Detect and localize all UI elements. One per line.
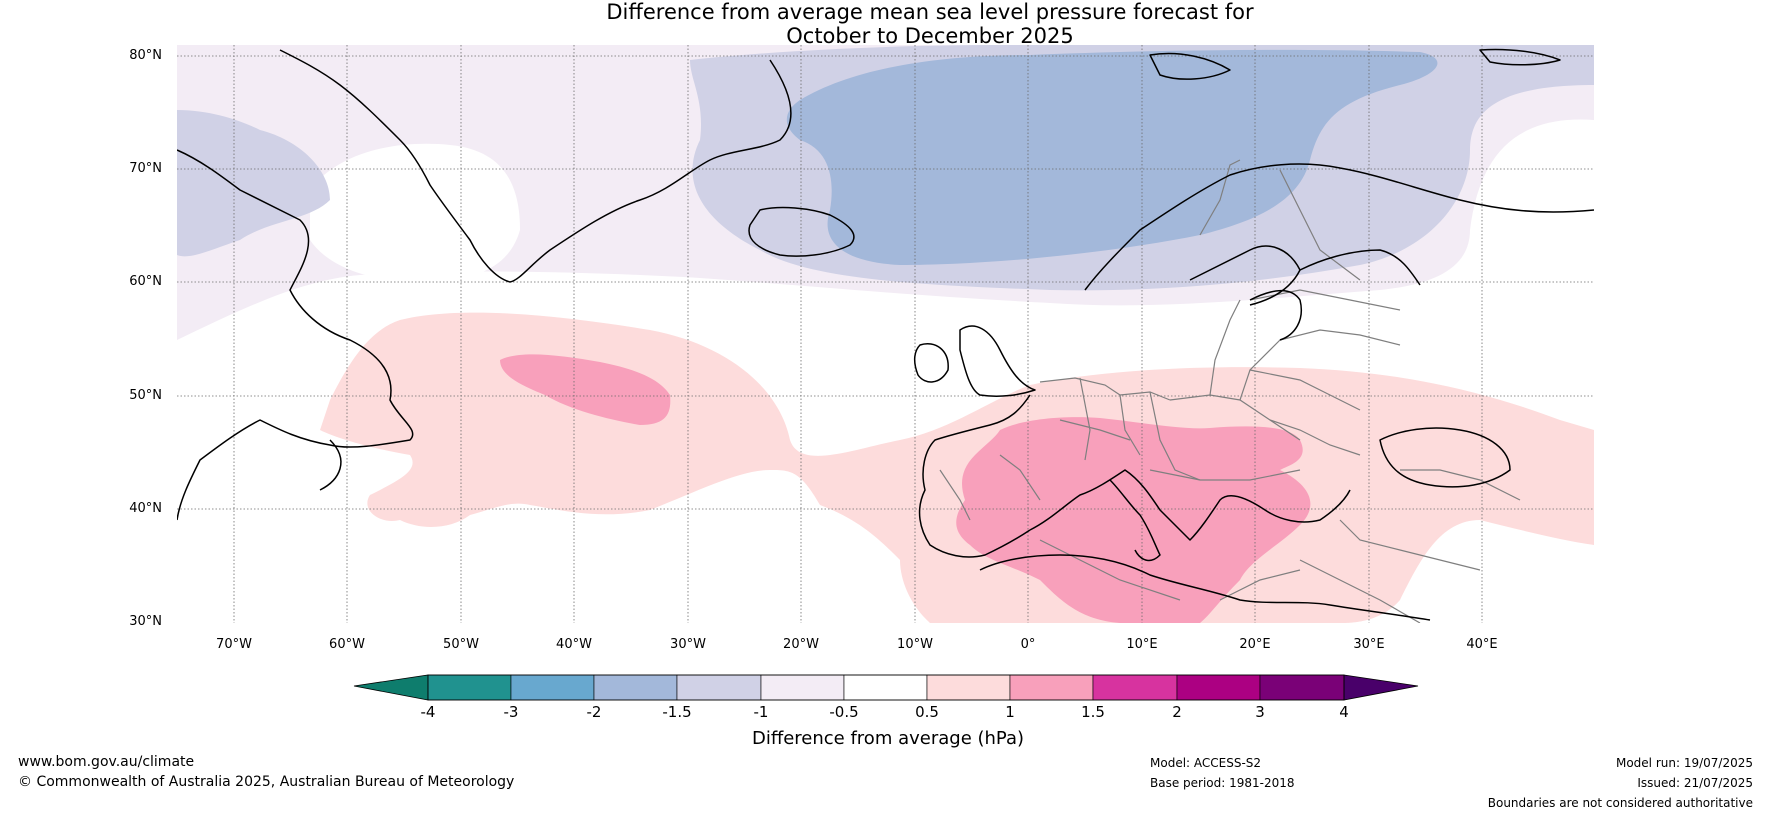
colorbar-tick: 0.5 xyxy=(915,703,939,721)
colorbar-tick: -3 xyxy=(503,703,519,721)
lon-label-10w: 10°W xyxy=(897,637,933,652)
lat-label-40n: 40°N xyxy=(129,501,162,516)
footer-copyright: © Commonwealth of Australia 2025, Austra… xyxy=(18,774,515,790)
colorbar-tick: 4 xyxy=(1339,703,1349,721)
anomaly-area-plus-1 xyxy=(500,354,671,425)
lat-label-70n: 70°N xyxy=(129,161,162,176)
lon-label-70w: 70°W xyxy=(216,637,252,652)
colorbar-extend-high xyxy=(1343,674,1419,701)
coastlines xyxy=(177,48,1594,621)
lon-label-60w: 60°W xyxy=(329,637,365,652)
colorbar-outline xyxy=(427,674,1345,701)
colorbar-extend-low xyxy=(353,674,429,701)
footer-base-period: Base period: 1981-2018 xyxy=(1150,776,1295,790)
footer-model: Model: ACCESS-S2 xyxy=(1150,756,1262,770)
graticule xyxy=(177,45,1594,623)
footer-issued: Issued: 21/07/2025 xyxy=(1637,776,1753,790)
colorbar-segment xyxy=(1009,674,1094,701)
colorbar-tick: 2 xyxy=(1172,703,1182,721)
lon-label-40e: 40°E xyxy=(1466,637,1498,652)
colorbar-tick: -4 xyxy=(420,703,436,721)
lon-label-0: 0° xyxy=(1020,637,1036,652)
title-line-2: October to December 2025 xyxy=(786,24,1074,48)
footer-model-run: Model run: 19/07/2025 xyxy=(1615,756,1753,770)
colorbar-segment xyxy=(843,674,928,701)
lon-label-20w: 20°W xyxy=(783,637,819,652)
colorbar-tick: -1 xyxy=(753,703,769,721)
colorbar-segment xyxy=(427,674,512,701)
national-borders xyxy=(939,159,1521,623)
colorbar-segment xyxy=(593,674,678,701)
colorbar-label: Difference from average (hPa) xyxy=(751,728,1025,749)
lon-label-10e: 10°E xyxy=(1126,637,1158,652)
colorbar-tick: 1.5 xyxy=(1081,703,1105,721)
footer-url[interactable]: www.bom.gov.au/climate xyxy=(18,754,195,770)
colorbar-segment xyxy=(1092,674,1178,701)
anomaly-area-minus-1-west xyxy=(177,110,330,257)
chart-title: Difference from average mean sea level p… xyxy=(0,0,1770,48)
lon-label-50w: 50°W xyxy=(443,637,479,652)
colorbar-segment xyxy=(926,674,1011,701)
colorbar-tick: -0.5 xyxy=(829,703,859,721)
lat-label-30n: 30°N xyxy=(129,614,162,629)
anomaly-area-plus-1-med xyxy=(956,417,1311,623)
lon-label-30e: 30°E xyxy=(1353,637,1385,652)
lat-label-80n: 80°N xyxy=(129,48,162,63)
colorbar-tick: 1 xyxy=(1005,703,1015,721)
colorbar-segment xyxy=(1259,674,1345,701)
lon-label-20e: 20°E xyxy=(1239,637,1271,652)
colorbar-segment xyxy=(510,674,595,701)
title-line-1: Difference from average mean sea level p… xyxy=(606,0,1254,24)
colorbar-tick: 3 xyxy=(1255,703,1265,721)
lon-label-30w: 30°W xyxy=(670,637,706,652)
lat-label-60n: 60°N xyxy=(129,274,162,289)
colorbar-tick: -2 xyxy=(586,703,602,721)
colorbar-segment xyxy=(1176,674,1261,701)
colorbar-segment xyxy=(676,674,762,701)
anomaly-area-minus-1.5 xyxy=(786,49,1438,266)
footer-disclaimer: Boundaries are not considered authoritat… xyxy=(1487,796,1753,810)
lat-label-50n: 50°N xyxy=(129,388,162,403)
lon-label-40w: 40°W xyxy=(556,637,592,652)
colorbar-segment xyxy=(760,674,845,701)
colorbar-tick: -1.5 xyxy=(662,703,692,721)
anomaly-area-neutral-labrador xyxy=(310,143,520,283)
